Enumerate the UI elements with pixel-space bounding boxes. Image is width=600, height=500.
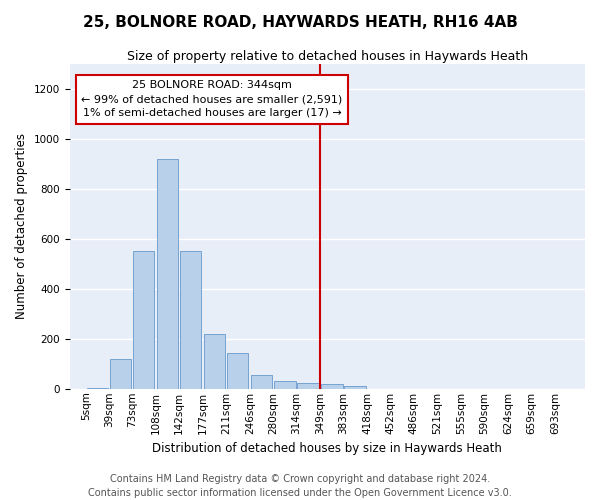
Bar bbox=[86, 388, 108, 389]
Title: Size of property relative to detached houses in Haywards Heath: Size of property relative to detached ho… bbox=[127, 50, 528, 63]
Text: Contains HM Land Registry data © Crown copyright and database right 2024.
Contai: Contains HM Land Registry data © Crown c… bbox=[88, 474, 512, 498]
Bar bbox=[133, 252, 154, 389]
Bar bbox=[180, 252, 202, 389]
Bar bbox=[251, 375, 272, 389]
Bar bbox=[298, 382, 319, 389]
Text: 25 BOLNORE ROAD: 344sqm
← 99% of detached houses are smaller (2,591)
1% of semi-: 25 BOLNORE ROAD: 344sqm ← 99% of detache… bbox=[81, 80, 343, 118]
Bar bbox=[274, 382, 296, 389]
Bar bbox=[344, 386, 366, 389]
Text: 25, BOLNORE ROAD, HAYWARDS HEATH, RH16 4AB: 25, BOLNORE ROAD, HAYWARDS HEATH, RH16 4… bbox=[83, 15, 517, 30]
X-axis label: Distribution of detached houses by size in Haywards Heath: Distribution of detached houses by size … bbox=[152, 442, 502, 455]
Bar bbox=[110, 359, 131, 389]
Bar bbox=[321, 384, 343, 389]
Bar bbox=[204, 334, 225, 389]
Bar bbox=[227, 352, 248, 389]
Bar bbox=[157, 159, 178, 389]
Y-axis label: Number of detached properties: Number of detached properties bbox=[15, 134, 28, 320]
